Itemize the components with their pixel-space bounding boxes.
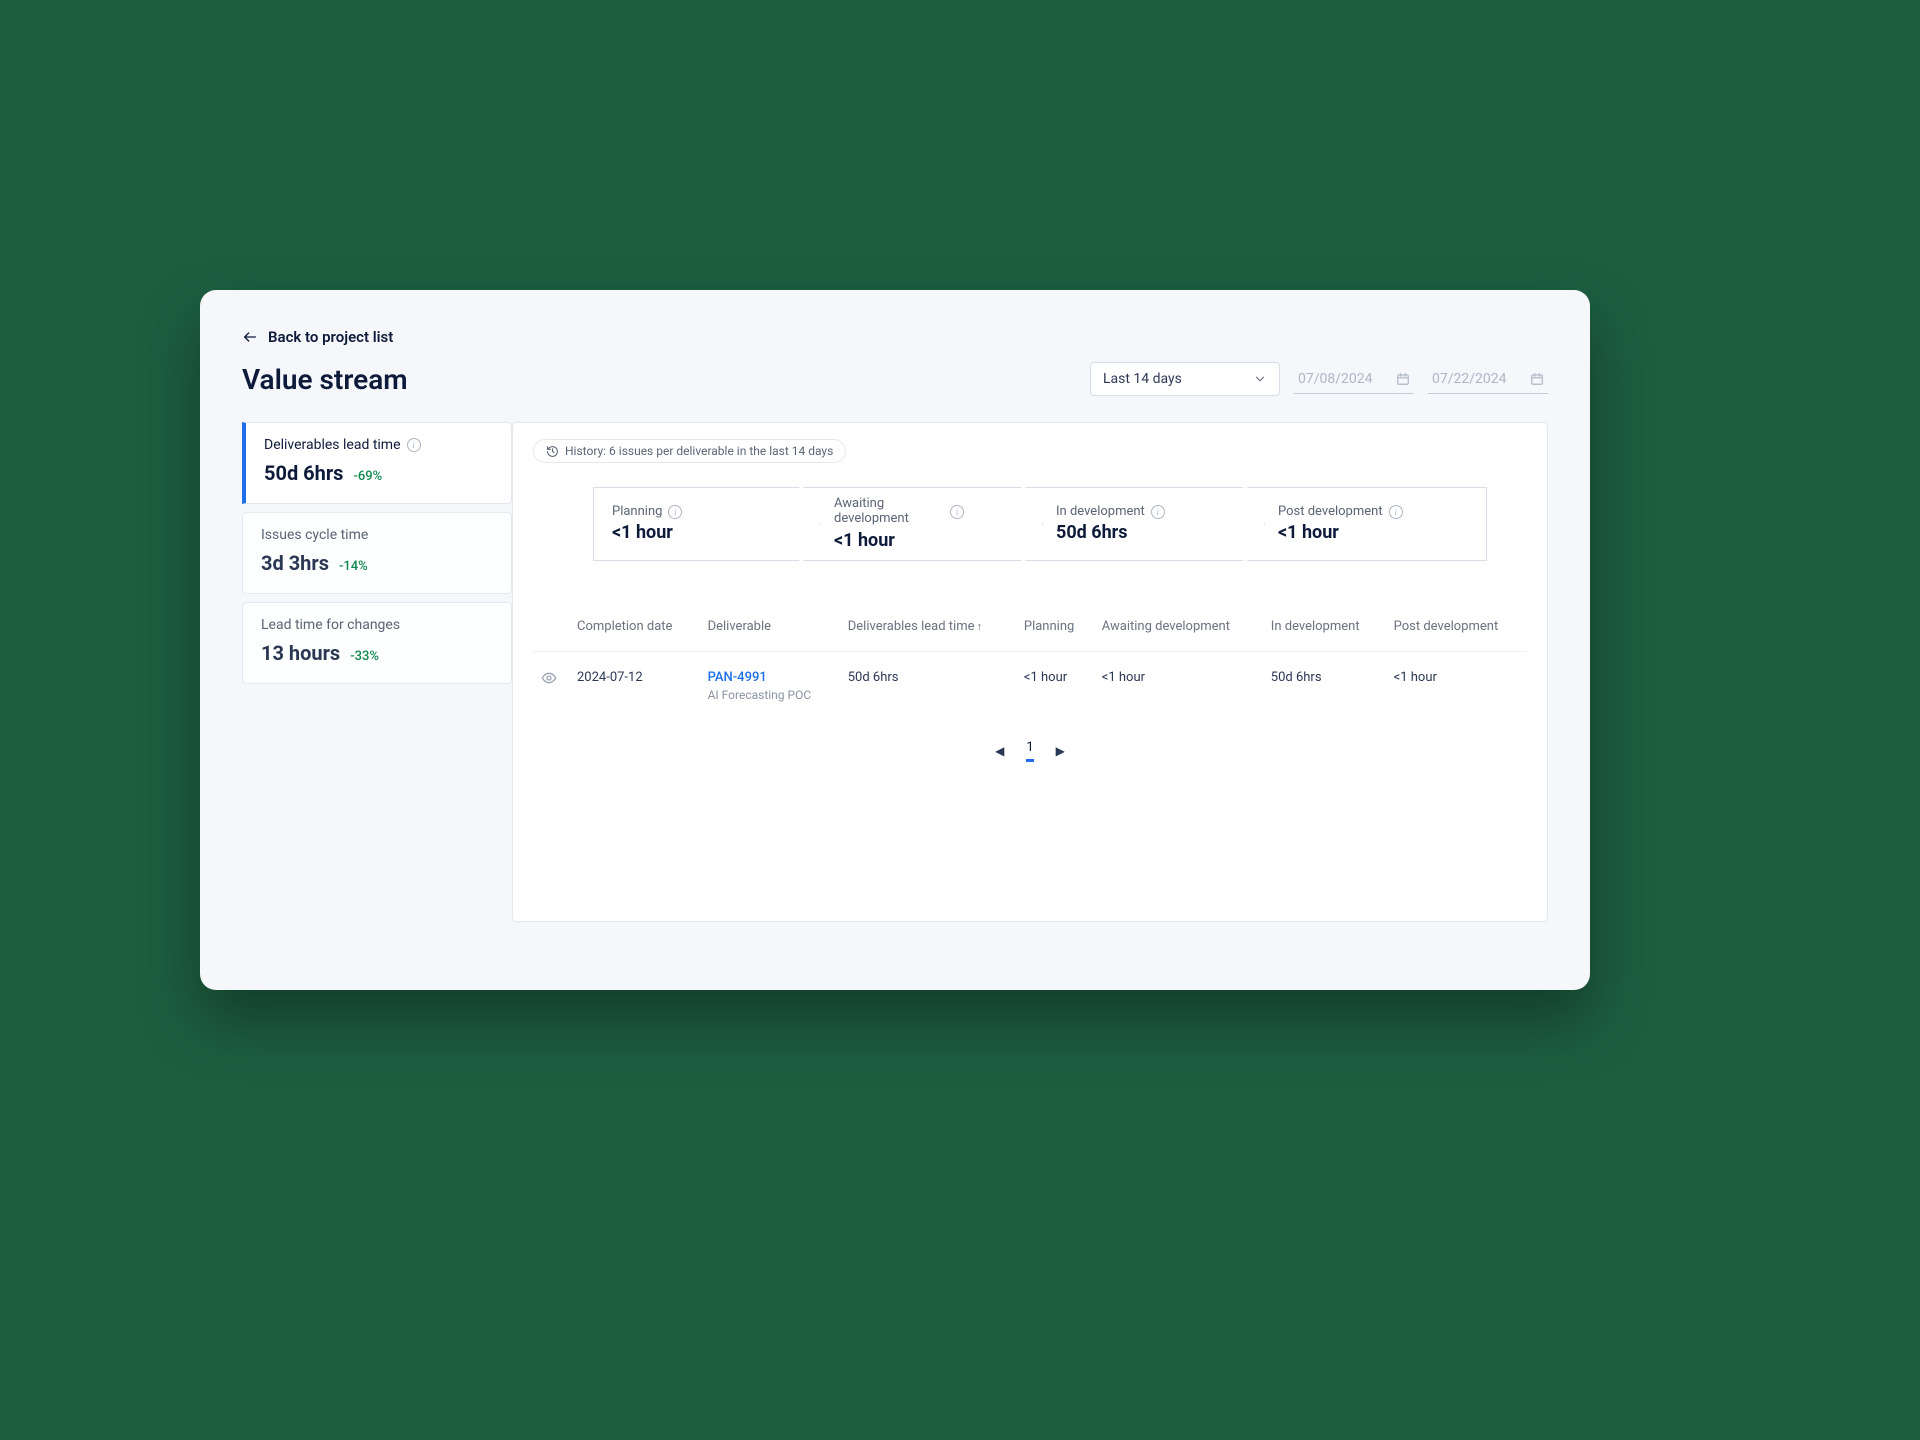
pager: ◀ 1 ▶	[533, 740, 1527, 762]
metric-value: 13 hours	[261, 641, 340, 665]
metric-label: Deliverables lead time	[264, 437, 401, 453]
content-row: Deliverables lead time i 50d 6hrs -69% I…	[242, 422, 1548, 922]
cell-in-dev: 50d 6hrs	[1263, 651, 1386, 720]
stage-label-row: Post development i	[1278, 505, 1468, 520]
stage-flow: Planning i <1 hour Awaiting development …	[593, 487, 1487, 561]
metric-delta: -69%	[353, 469, 382, 484]
col-lead-time[interactable]: Deliverables lead time↑	[840, 609, 1016, 651]
table-header-row: Completion date Deliverable Deliverables…	[533, 609, 1527, 651]
date-to-value: 07/22/2024	[1432, 371, 1507, 387]
metric-label-row: Deliverables lead time i	[264, 437, 493, 453]
date-range-select[interactable]: Last 14 days	[1090, 362, 1280, 396]
metric-delta: -14%	[339, 559, 368, 574]
metric-label-row: Lead time for changes	[261, 617, 493, 633]
cell-completion-date: 2024-07-12	[569, 651, 700, 720]
metric-value-row: 13 hours -33%	[261, 641, 493, 665]
col-planning[interactable]: Planning	[1016, 609, 1094, 651]
stage-label: Planning	[612, 505, 662, 520]
eye-icon	[541, 670, 557, 686]
header-controls: Last 14 days 07/08/2024 07/22/2024	[1090, 362, 1548, 396]
date-to-input[interactable]: 07/22/2024	[1428, 365, 1548, 394]
pager-next-button[interactable]: ▶	[1056, 744, 1065, 758]
metric-value-row: 3d 3hrs -14%	[261, 551, 493, 575]
deliverables-table: Completion date Deliverable Deliverables…	[533, 609, 1527, 720]
metric-card-issues-cycle-time[interactable]: Issues cycle time 3d 3hrs -14%	[242, 512, 512, 594]
back-to-projects-link[interactable]: Back to project list	[242, 328, 393, 346]
stage-label-row: In development i	[1056, 505, 1246, 520]
stage-post-development: Post development i <1 hour	[1247, 487, 1487, 561]
col-completion-date[interactable]: Completion date	[569, 609, 700, 651]
arrow-left-icon	[242, 329, 258, 345]
stage-label: Post development	[1278, 505, 1383, 520]
history-chip: History: 6 issues per deliverable in the…	[533, 439, 846, 463]
deliverable-name: AI Forecasting POC	[708, 688, 832, 702]
stage-label: In development	[1056, 505, 1145, 520]
stage-value: <1 hour	[612, 522, 802, 543]
stage-value: <1 hour	[1278, 522, 1468, 543]
metric-value-row: 50d 6hrs -69%	[264, 461, 493, 485]
chevron-down-icon	[1253, 372, 1267, 386]
table-row: 2024-07-12 PAN-4991 AI Forecasting POC 5…	[533, 651, 1527, 720]
metric-card-lead-time-changes[interactable]: Lead time for changes 13 hours -33%	[242, 602, 512, 684]
cell-deliverable: PAN-4991 AI Forecasting POC	[700, 651, 840, 720]
pager-current-page[interactable]: 1	[1026, 740, 1033, 762]
metric-label: Issues cycle time	[261, 527, 368, 543]
metric-label: Lead time for changes	[261, 617, 400, 633]
deliverable-link[interactable]: PAN-4991	[708, 670, 832, 685]
header-row: Value stream Last 14 days 07/08/2024 07/…	[242, 362, 1548, 396]
metrics-sidebar: Deliverables lead time i 50d 6hrs -69% I…	[242, 422, 512, 922]
col-in-development[interactable]: In development	[1263, 609, 1386, 651]
metric-label-row: Issues cycle time	[261, 527, 493, 543]
info-icon[interactable]: i	[407, 438, 421, 452]
view-row-button[interactable]	[533, 651, 569, 720]
app-card: Back to project list Value stream Last 1…	[200, 290, 1590, 990]
page-title: Value stream	[242, 363, 408, 396]
metric-delta: -33%	[350, 649, 379, 664]
metric-value: 50d 6hrs	[264, 461, 343, 485]
col-post-development[interactable]: Post development	[1386, 609, 1527, 651]
main-panel: History: 6 issues per deliverable in the…	[512, 422, 1548, 922]
date-from-value: 07/08/2024	[1298, 371, 1373, 387]
stage-label-row: Awaiting development i	[834, 497, 1024, 527]
cell-planning: <1 hour	[1016, 651, 1094, 720]
info-icon[interactable]: i	[950, 505, 964, 519]
cell-awaiting: <1 hour	[1094, 651, 1263, 720]
date-range-label: Last 14 days	[1103, 371, 1182, 387]
stage-value: 50d 6hrs	[1056, 522, 1246, 543]
info-icon[interactable]: i	[1389, 505, 1403, 519]
stage-label-row: Planning i	[612, 505, 802, 520]
stage-label: Awaiting development	[834, 497, 944, 527]
stage-in-development: In development i 50d 6hrs	[1025, 487, 1265, 561]
cell-lead-time: 50d 6hrs	[840, 651, 1016, 720]
info-icon[interactable]: i	[668, 505, 682, 519]
calendar-icon	[1396, 372, 1410, 386]
info-icon[interactable]: i	[1151, 505, 1165, 519]
stage-value: <1 hour	[834, 530, 1024, 551]
col-awaiting[interactable]: Awaiting development	[1094, 609, 1263, 651]
history-icon	[546, 445, 559, 458]
history-label: History: 6 issues per deliverable in the…	[565, 444, 833, 458]
cell-post-dev: <1 hour	[1386, 651, 1527, 720]
sort-up-icon: ↑	[977, 620, 983, 633]
col-deliverable[interactable]: Deliverable	[700, 609, 840, 651]
col-view	[533, 609, 569, 651]
date-from-input[interactable]: 07/08/2024	[1294, 365, 1414, 394]
back-link-label: Back to project list	[268, 328, 393, 346]
metric-value: 3d 3hrs	[261, 551, 329, 575]
stage-awaiting-development: Awaiting development i <1 hour	[803, 487, 1043, 561]
pager-prev-button[interactable]: ◀	[995, 744, 1004, 758]
stage-planning: Planning i <1 hour	[593, 487, 821, 561]
metric-card-deliverables-lead-time[interactable]: Deliverables lead time i 50d 6hrs -69%	[242, 422, 512, 504]
calendar-icon	[1530, 372, 1544, 386]
